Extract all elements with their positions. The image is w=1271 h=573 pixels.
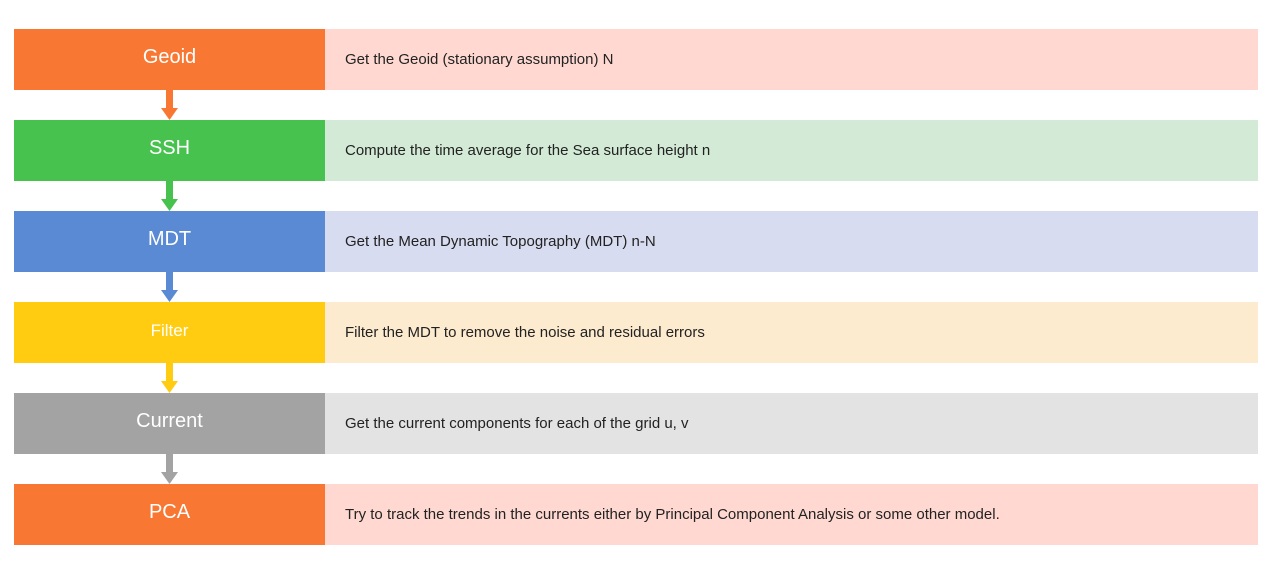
step-label: PCA [148,501,191,523]
step-label-box: Current [14,393,325,454]
down-arrow-icon [161,90,178,120]
step-description-box: Get the current components for each of t… [325,393,1258,454]
step-mdt: MDT Get the Mean Dynamic Topography (MDT… [14,211,1258,302]
step-description-box: Get the Geoid (stationary assumption) N [325,29,1258,90]
down-arrow-icon [161,454,178,484]
step-ssh: SSH Compute the time average for the Sea… [14,120,1258,211]
step-description: Get the Mean Dynamic Topography (MDT) n-… [345,233,656,250]
step-label: Filter [150,320,189,340]
down-arrow-icon [161,272,178,302]
step-label-box: MDT [14,211,325,272]
step-description-box: Compute the time average for the Sea sur… [325,120,1258,181]
step-label-box: PCA [14,484,325,545]
step-label: Current [136,410,203,432]
step-label-box: Geoid [14,29,325,90]
step-current: Current Get the current components for e… [14,393,1258,484]
down-arrow-icon [161,363,178,393]
step-label-box: Filter [14,302,325,363]
step-label-box: SSH [14,120,325,181]
down-arrow-icon [161,181,178,211]
step-description-box: Filter the MDT to remove the noise and r… [325,302,1258,363]
step-description: Compute the time average for the Sea sur… [345,142,711,159]
step-description-box: Try to track the trends in the currents … [325,484,1258,545]
step-filter: Filter Filter the MDT to remove the nois… [14,302,1258,393]
step-description: Filter the MDT to remove the noise and r… [345,324,705,341]
step-description-box: Get the Mean Dynamic Topography (MDT) n-… [325,211,1258,272]
step-description: Get the Geoid (stationary assumption) N [345,51,614,68]
step-geoid: Geoid Get the Geoid (stationary assumpti… [14,29,1258,120]
step-description: Try to track the trends in the currents … [345,506,1000,523]
step-label: MDT [147,228,192,250]
step-label: SSH [148,137,191,159]
step-description: Get the current components for each of t… [345,415,689,432]
step-label: Geoid [142,46,197,68]
workflow-diagram: Geoid Get the Geoid (stationary assumpti… [14,29,1258,545]
step-pca: PCA Try to track the trends in the curre… [14,484,1258,545]
